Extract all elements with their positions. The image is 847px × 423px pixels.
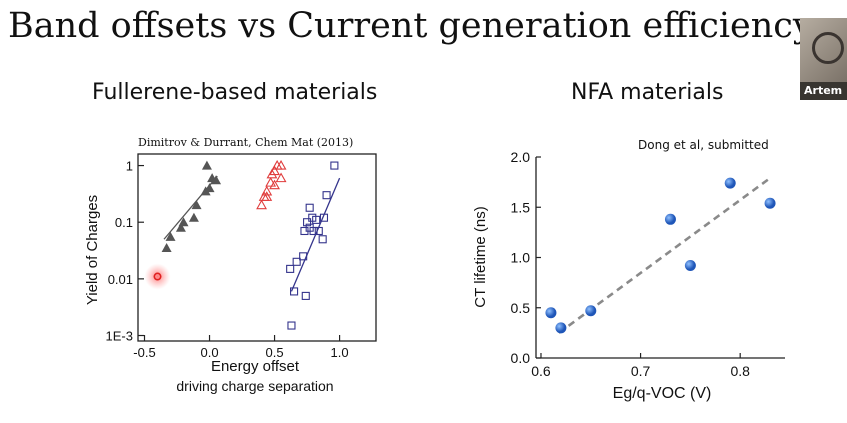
participant-video-tile[interactable]: Artem — [800, 18, 847, 100]
data-point — [269, 165, 280, 176]
data-point — [545, 307, 557, 319]
data-point — [330, 161, 339, 170]
data-point — [303, 218, 312, 227]
participant-name: Artem — [800, 82, 847, 100]
x-tick-label: 0.5 — [266, 345, 284, 360]
data-point — [287, 321, 296, 330]
y-tick-label: 0.1 — [115, 215, 133, 230]
data-point — [301, 291, 310, 300]
highlight-glow — [144, 263, 171, 290]
x-tick-label: 0.7 — [631, 363, 651, 379]
data-point — [165, 231, 176, 241]
fan-icon — [812, 32, 844, 64]
left-subtitle: Fullerene-based materials — [92, 80, 378, 105]
y-tick-label: 0.01 — [108, 272, 133, 287]
data-point — [585, 305, 597, 317]
data-point — [314, 226, 323, 236]
data-point — [201, 160, 212, 170]
data-point — [322, 191, 331, 200]
y-tick-label: 0.0 — [511, 350, 531, 366]
data-point — [269, 179, 280, 190]
data-point — [305, 203, 314, 212]
y-axis-label: Yield of Charges — [84, 195, 101, 305]
data-point — [204, 183, 215, 193]
data-point — [319, 213, 329, 222]
right-subtitle: NFA materials — [571, 80, 724, 105]
y-tick-label: 1 — [126, 159, 133, 174]
x-axis-label: Eg/q-VOC (V) — [613, 385, 712, 402]
video-feed — [800, 18, 847, 82]
data-point — [290, 287, 299, 296]
data-point — [299, 252, 308, 261]
data-point — [292, 257, 301, 266]
x-tick-label: 0.8 — [730, 363, 750, 379]
data-point — [275, 172, 287, 183]
x-tick-label: -0.5 — [133, 345, 155, 360]
data-point — [178, 217, 189, 227]
data-point — [275, 159, 287, 170]
y-tick-label: 0.5 — [511, 300, 531, 316]
x-tick-label: 1.0 — [331, 345, 349, 360]
y-tick-label: 1E-3 — [106, 329, 133, 344]
data-point — [724, 177, 736, 189]
data-point — [261, 185, 273, 196]
data-point — [153, 272, 162, 281]
y-tick-label: 1.0 — [511, 250, 531, 266]
data-point — [664, 213, 676, 225]
right-chart-citation: Dong et al, submitted — [638, 138, 769, 152]
data-point — [191, 200, 202, 210]
x-tick-label: 0.0 — [200, 345, 218, 360]
data-point — [211, 175, 222, 185]
data-point — [312, 215, 321, 224]
data-point — [266, 168, 278, 179]
y-axis-label: CT lifetime (ns) — [472, 206, 489, 307]
data-point — [309, 226, 318, 236]
left-plot-frame — [137, 153, 377, 342]
data-point — [188, 212, 199, 222]
data-point — [175, 222, 186, 232]
slide-title: Band offsets vs Current generation effic… — [8, 6, 813, 46]
data-point — [764, 197, 776, 209]
data-point — [265, 176, 277, 187]
data-point — [261, 191, 273, 201]
fit-line — [558, 177, 771, 334]
data-point — [555, 322, 567, 334]
x-axis-label: Energy offset — [211, 358, 300, 375]
data-point — [161, 243, 172, 253]
x-tick-label: 0.6 — [531, 363, 551, 379]
left-chart-citation: Dimitrov & Durrant, Chem Mat (2013) — [138, 136, 354, 149]
y-tick-label: 1.5 — [511, 199, 531, 215]
data-point — [256, 199, 267, 210]
x-axis-label-line2: driving charge separation — [176, 378, 333, 394]
data-point — [286, 264, 295, 273]
data-point — [684, 260, 696, 272]
y-tick-label: 2.0 — [511, 149, 531, 165]
data-point — [318, 235, 327, 244]
